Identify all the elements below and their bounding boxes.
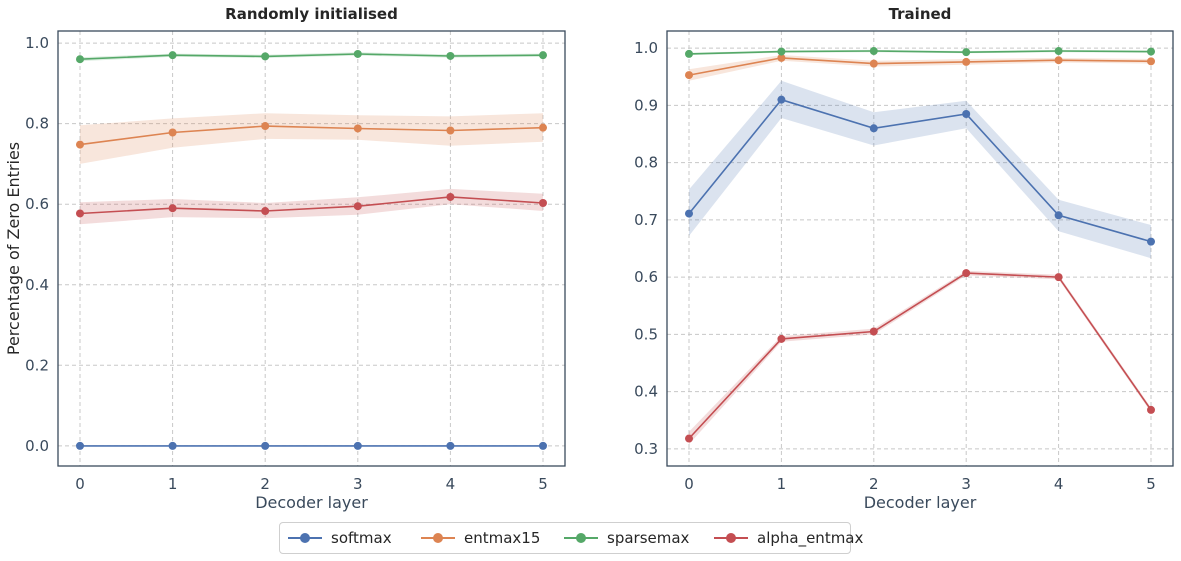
data-point-softmax [777,96,785,104]
data-point-entmax15 [169,129,177,137]
x-tick-label: 2 [869,475,879,493]
x-tick-label: 0 [75,475,85,493]
data-point-entmax15 [446,126,454,134]
chart-title: Trained [889,5,952,23]
legend-marker-entmax15 [421,531,455,545]
x-tick-label: 5 [1146,475,1156,493]
legend-item-softmax: softmax [288,523,392,553]
x-tick-label: 4 [1054,475,1064,493]
y-tick-label: 0.6 [634,268,658,286]
data-point-sparsemax [354,50,362,58]
chart-legend: softmax entmax15 sparsemax alpha_entmax [279,522,851,554]
legend-marker-alpha-entmax [714,531,748,545]
legend-item-entmax15: entmax15 [421,523,540,553]
legend-item-sparsemax: sparsemax [564,523,689,553]
data-point-softmax [354,442,362,450]
data-point-sparsemax [1147,48,1155,56]
data-point-alpha-entmax [261,207,269,215]
data-point-softmax [539,442,547,450]
data-point-alpha-entmax [777,335,785,343]
y-tick-label: 0.4 [25,276,49,294]
data-point-softmax [962,110,970,118]
data-point-softmax [446,442,454,450]
data-point-softmax [685,210,693,218]
y-tick-label: 0.6 [25,195,49,213]
x-tick-label: 3 [353,475,363,493]
x-tick-label: 1 [168,475,178,493]
legend-item-alpha-entmax: alpha_entmax [714,523,863,553]
data-point-alpha-entmax [1055,273,1063,281]
chart-title: Randomly initialised [225,5,398,23]
y-tick-label: 0.7 [634,211,658,229]
data-point-softmax [261,442,269,450]
legend-marker-softmax [288,531,322,545]
y-tick-label: 0.9 [634,96,658,114]
data-point-entmax15 [962,58,970,66]
y-tick-label: 0.4 [634,383,658,401]
data-point-sparsemax [870,47,878,55]
data-point-alpha-entmax [962,269,970,277]
data-point-sparsemax [76,55,84,63]
data-point-sparsemax [261,52,269,60]
data-point-sparsemax [685,50,693,58]
x-axis-label: Decoder layer [864,493,977,512]
data-point-sparsemax [446,52,454,60]
x-axis-label: Decoder layer [255,493,368,512]
legend-label-alpha-entmax: alpha_entmax [757,529,863,547]
x-tick-label: 1 [777,475,787,493]
y-tick-label: 0.8 [634,154,658,172]
x-tick-label: 3 [961,475,971,493]
data-point-sparsemax [539,51,547,59]
y-tick-label: 0.0 [25,437,49,455]
legend-label-entmax15: entmax15 [464,529,540,547]
data-point-alpha-entmax [539,199,547,207]
legend-label-sparsemax: sparsemax [607,529,689,547]
data-point-entmax15 [354,124,362,132]
x-tick-label: 0 [684,475,694,493]
y-tick-label: 0.2 [25,356,49,374]
data-point-alpha-entmax [169,204,177,212]
y-tick-label: 0.8 [25,115,49,133]
data-point-softmax [76,442,84,450]
x-tick-label: 4 [446,475,456,493]
data-point-alpha-entmax [685,435,693,443]
data-point-softmax [1055,211,1063,219]
data-point-entmax15 [1055,56,1063,64]
data-point-entmax15 [261,122,269,130]
y-tick-label: 1.0 [634,39,658,57]
y-tick-label: 1.0 [25,34,49,52]
legend-label-softmax: softmax [331,529,392,547]
x-tick-label: 5 [538,475,548,493]
data-point-sparsemax [169,51,177,59]
legend-marker-sparsemax [564,531,598,545]
data-point-alpha-entmax [446,193,454,201]
y-tick-label: 0.5 [634,325,658,343]
data-point-sparsemax [962,48,970,56]
data-point-alpha-entmax [76,209,84,217]
data-point-alpha-entmax [870,327,878,335]
data-point-softmax [870,124,878,132]
data-point-entmax15 [1147,57,1155,65]
data-point-alpha-entmax [1147,406,1155,414]
data-point-entmax15 [76,141,84,149]
data-point-softmax [169,442,177,450]
data-point-softmax [1147,238,1155,246]
y-axis-label: Percentage of Zero Entries [4,142,23,355]
data-point-entmax15 [685,71,693,79]
data-point-entmax15 [539,124,547,132]
x-tick-label: 2 [260,475,270,493]
data-point-sparsemax [1055,47,1063,55]
y-tick-label: 0.3 [634,440,658,458]
data-point-sparsemax [777,48,785,56]
data-point-entmax15 [870,60,878,68]
data-point-alpha-entmax [354,202,362,210]
